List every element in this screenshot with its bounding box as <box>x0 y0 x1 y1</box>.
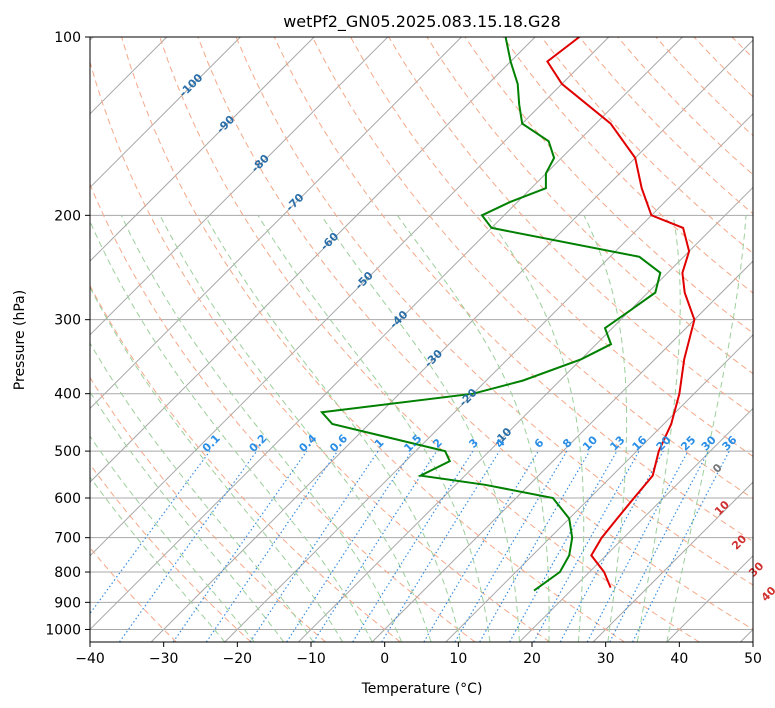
dewpoint-profile-line <box>319 37 662 592</box>
isotherm-line <box>90 37 462 410</box>
x-tick-label: 50 <box>744 651 762 667</box>
dry-adiabat-line <box>90 376 327 642</box>
moist-adiabat-line <box>257 215 491 642</box>
x-axis: −40 −30 −20 −10 0 10 20 30 40 50 <box>75 642 762 667</box>
y-tick-label: 900 <box>54 595 81 611</box>
y-axis-title: Pressure (hPa) <box>12 290 28 390</box>
mixing-ratio-line <box>286 450 413 642</box>
dry-adiabat-line <box>197 37 753 630</box>
moist-adiabat-line <box>90 342 314 642</box>
y-tick-label: 500 <box>54 444 81 460</box>
background-lines <box>90 37 775 642</box>
moist-adiabat-line <box>90 435 255 642</box>
moist-adiabat-line <box>120 215 403 642</box>
mixing-ratio-line <box>533 450 640 642</box>
isotherm-line <box>90 37 610 557</box>
mixing-ratio-line <box>352 450 474 642</box>
y-tick-label: 100 <box>54 30 81 46</box>
mixing-ratio-line <box>172 450 308 642</box>
y-tick-label: 200 <box>54 208 81 224</box>
isotherm-line <box>519 407 753 642</box>
isotherm-line <box>90 37 315 262</box>
dry-adiabat-line <box>502 37 753 294</box>
dry-adiabat-line <box>273 37 753 543</box>
y-tick-label: 1000 <box>45 622 81 638</box>
isotherm-line <box>224 113 753 642</box>
isotherm-line <box>90 37 389 336</box>
mixing-ratio-line <box>509 450 618 642</box>
moist-adiabat-line <box>320 215 520 642</box>
dry-adiabat-line <box>90 60 551 642</box>
isotherm-line <box>150 39 753 642</box>
x-tick-label: 30 <box>597 651 615 667</box>
moist-adiabat-line <box>90 220 373 642</box>
y-tick-label: 600 <box>54 491 81 507</box>
isotherm-line <box>90 37 536 483</box>
mixing-ratio-line <box>312 450 438 642</box>
dry-adiabat-line <box>90 463 252 642</box>
x-tick-label: 20 <box>523 651 541 667</box>
moist-adiabat-line <box>636 215 681 642</box>
temperature-profile-line <box>546 37 696 588</box>
moist-adiabat-line <box>396 215 550 642</box>
moist-adiabat-line <box>90 391 285 642</box>
plot-frame <box>89 36 754 643</box>
x-tick-label: 10 <box>449 651 467 667</box>
mixing-ratio-line <box>381 450 501 642</box>
mixing-ratio-line <box>205 450 338 642</box>
x-tick-label: −10 <box>296 651 326 667</box>
dry-adiabat-line <box>770 37 775 642</box>
mixing-ratio-line <box>559 450 664 642</box>
mixing-ratio-line <box>90 450 211 615</box>
chart-title: wetPf2_GN05.2025.083.15.18.G28 <box>283 12 561 32</box>
moist-adiabat-line <box>666 215 747 642</box>
moist-adiabat-line <box>583 215 628 642</box>
x-axis-title: Temperature (°C) <box>361 681 483 697</box>
isotherm-line <box>90 37 683 631</box>
data-series <box>319 37 696 592</box>
isotherm-line <box>592 481 753 642</box>
mixing-ratio-line <box>249 450 379 642</box>
moist-adiabat-line <box>204 215 461 642</box>
x-tick-label: −30 <box>149 651 179 667</box>
x-tick-label: 0 <box>380 651 389 667</box>
moist-adiabat-line <box>90 286 344 642</box>
dry-adiabat-line <box>121 37 625 642</box>
mixing-ratio-line <box>119 450 258 642</box>
isotherm-line <box>90 37 241 189</box>
dry-adiabat-line <box>311 37 753 500</box>
y-axis: 100 200 300 400 500 600 700 800 900 1000 <box>45 30 90 638</box>
x-tick-label: −40 <box>75 651 105 667</box>
y-tick-label: 300 <box>54 313 81 329</box>
dry-adiabat-line <box>235 37 753 586</box>
y-tick-label: 400 <box>54 387 81 403</box>
x-tick-label: −20 <box>223 651 253 667</box>
dry-adiabat-line <box>159 37 700 642</box>
plot-background <box>90 37 753 642</box>
y-tick-label: 700 <box>54 531 81 547</box>
isotherm-line <box>371 260 753 642</box>
dry-adiabat-label: 40 <box>759 584 775 604</box>
y-tick-label: 800 <box>54 565 81 581</box>
moist-adiabat-line <box>159 215 432 642</box>
mixing-ratio-line <box>632 450 730 642</box>
moist-adiabat-line <box>90 476 226 642</box>
x-tick-label: 40 <box>670 651 688 667</box>
isotherm-line <box>445 334 753 642</box>
